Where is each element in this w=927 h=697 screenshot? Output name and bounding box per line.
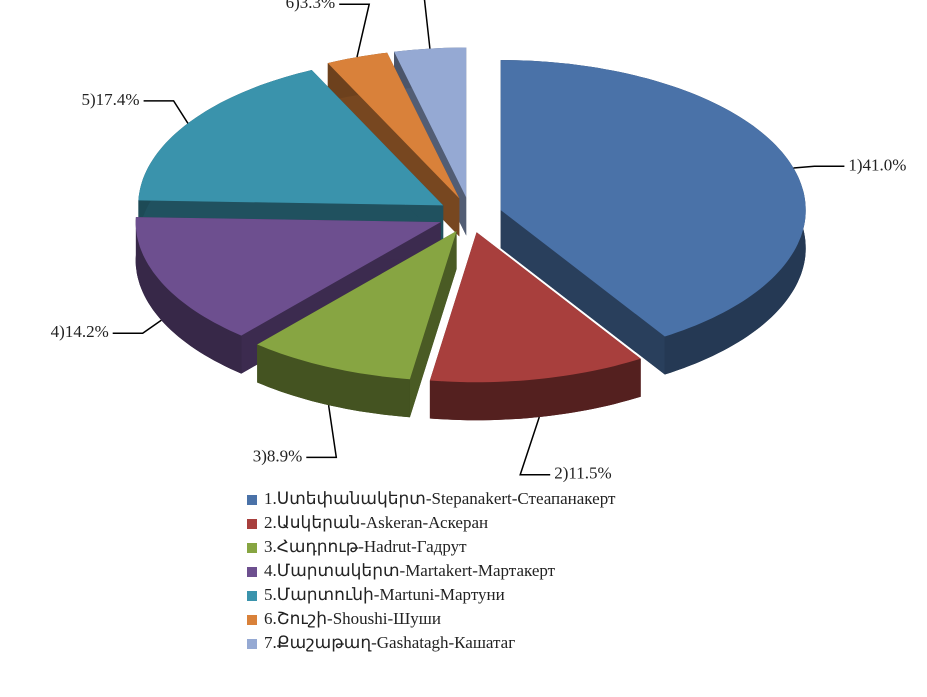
legend-swatch (247, 567, 257, 577)
slice-side (135, 217, 242, 374)
leader-line (143, 100, 189, 124)
leader-line (793, 165, 845, 169)
legend-label: 7.Քաշաթաղ-Gashatagh-Кашатаг (264, 633, 515, 652)
legend-label: 3.Հադրութ-Hadrut-Гадрут (264, 537, 467, 556)
slice (394, 47, 467, 198)
legend-label: 6.Շուշի-Shoushi-Шуши (264, 609, 441, 628)
data-label: 6)3.3% (286, 0, 336, 12)
slice-wall (500, 210, 665, 375)
legend-swatch (247, 591, 257, 601)
data-label: 1)41.0% (848, 155, 906, 174)
legend-swatch (247, 543, 257, 553)
slice (500, 60, 806, 337)
data-label: 2)11.5% (554, 464, 611, 483)
slice (327, 52, 460, 199)
legend-swatch (247, 615, 257, 625)
slice (257, 231, 457, 380)
legend-label: 4.Մարտակերտ-Martakert-Мартакерт (264, 561, 556, 580)
data-label: 5)17.4% (81, 90, 139, 109)
legend-swatch (247, 495, 257, 505)
slice-wall (409, 231, 457, 418)
leader-line (112, 319, 162, 335)
slice-side (257, 344, 410, 418)
legend-swatch (247, 519, 257, 529)
legend-swatch (247, 639, 257, 649)
legend-label: 5.Մարտունի-Martuni-Мартуни (264, 585, 505, 604)
slice-side (429, 358, 641, 421)
slice (135, 217, 441, 336)
leader-line (423, 0, 431, 49)
data-label: 3)8.9% (253, 446, 303, 465)
leader-line (519, 416, 551, 476)
slice (429, 232, 641, 383)
legend-label: 1.Ստեփանակերտ-Stepanakert-Стеапанакерт (264, 489, 616, 508)
data-label: 4)14.2% (51, 322, 109, 341)
slice (138, 70, 444, 206)
leader-line (339, 3, 371, 58)
legend-label: 2.Ասկերան-Askeran-Аскеран (264, 513, 488, 532)
leader-line (306, 404, 338, 459)
